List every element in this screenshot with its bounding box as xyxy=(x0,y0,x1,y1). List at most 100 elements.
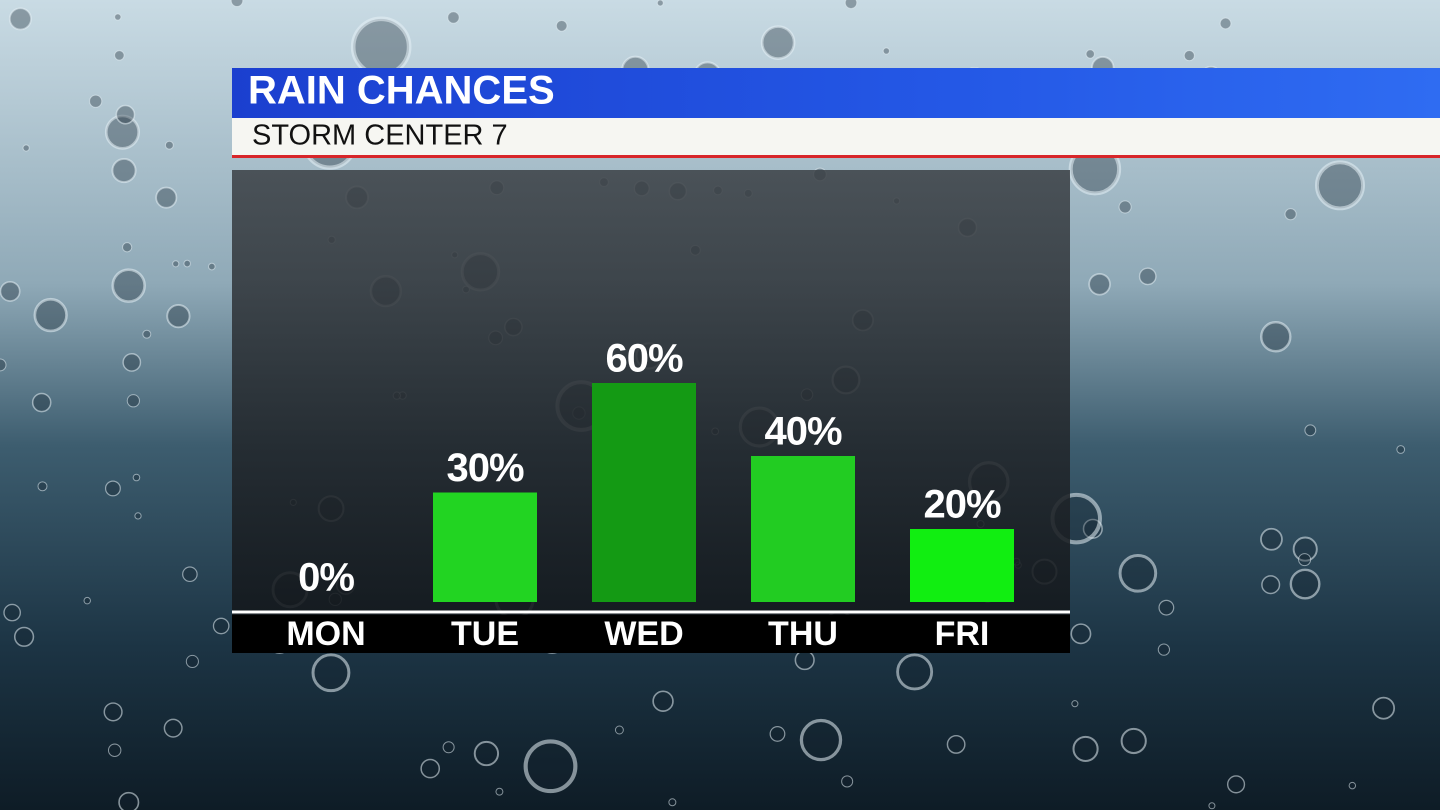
raindrop xyxy=(114,13,122,21)
raindrop xyxy=(760,25,796,60)
value-label: 60% xyxy=(605,337,682,381)
raindrop xyxy=(841,775,854,788)
raindrop xyxy=(1260,527,1283,551)
title-bar xyxy=(232,68,1440,118)
raindrop xyxy=(1070,623,1092,645)
raindrop xyxy=(103,702,123,722)
raindrop xyxy=(311,653,351,693)
bar xyxy=(433,492,537,602)
raindrop xyxy=(420,758,441,779)
raindrop xyxy=(1219,17,1232,30)
raindrop xyxy=(230,0,244,8)
raindrop xyxy=(118,791,140,810)
bar xyxy=(910,529,1014,602)
raindrop xyxy=(1372,696,1396,720)
value-label: 0% xyxy=(298,556,354,600)
raindrop xyxy=(1088,272,1111,296)
raindrop xyxy=(1260,320,1292,353)
raindrop xyxy=(132,473,141,482)
raindrop xyxy=(212,617,230,635)
raindrop xyxy=(1158,599,1175,616)
raindrop xyxy=(1157,643,1171,656)
raindrop xyxy=(656,0,664,7)
raindrop xyxy=(172,260,180,268)
raindrop xyxy=(83,596,91,605)
raindrop xyxy=(1120,727,1147,755)
raindrop xyxy=(1396,445,1406,454)
x-tick-label: FRI xyxy=(935,615,990,653)
raindrop xyxy=(1261,575,1281,595)
raindrop xyxy=(1298,553,1312,567)
raindrop xyxy=(13,626,35,647)
raindrop xyxy=(1304,424,1317,437)
chart-subtitle: STORM CENTER 7 xyxy=(252,120,508,152)
raindrop xyxy=(164,140,174,150)
raindrop xyxy=(350,16,412,78)
accent-line xyxy=(232,155,1440,158)
chart-title: RAIN CHANCES xyxy=(248,69,555,113)
category-strip xyxy=(232,615,1070,653)
raindrop xyxy=(523,739,578,794)
x-tick-label: TUE xyxy=(451,615,519,653)
raindrop xyxy=(163,718,183,738)
raindrop xyxy=(844,0,858,10)
raindrop xyxy=(794,649,815,671)
x-tick-label: WED xyxy=(604,615,683,653)
raindrop xyxy=(0,280,21,302)
raindrop xyxy=(122,242,133,253)
raindrop xyxy=(107,743,122,757)
raindrop xyxy=(442,741,455,754)
raindrop xyxy=(946,734,966,754)
raindrop xyxy=(8,7,32,31)
raindrop xyxy=(0,358,7,372)
raindrop xyxy=(668,798,677,807)
raindrop xyxy=(495,787,504,796)
x-tick-label: MON xyxy=(286,615,365,653)
raindrop xyxy=(22,144,30,152)
value-label: 40% xyxy=(764,410,841,454)
raindrop xyxy=(1085,49,1095,59)
raindrop xyxy=(182,566,198,583)
bar xyxy=(751,456,855,602)
raindrop xyxy=(104,480,121,497)
raindrop xyxy=(89,94,103,108)
raindrop xyxy=(155,186,178,209)
raindrop xyxy=(473,740,500,767)
subtitle-bar xyxy=(232,118,1440,155)
raindrop xyxy=(31,392,52,413)
raindrop xyxy=(1289,568,1321,600)
raindrop xyxy=(208,262,216,271)
raindrop xyxy=(1118,554,1158,593)
raindrop xyxy=(134,512,142,520)
value-label: 30% xyxy=(446,446,523,490)
raindrop xyxy=(104,114,141,150)
raindrop xyxy=(166,303,191,329)
raindrop xyxy=(126,394,140,408)
bar xyxy=(592,383,696,602)
raindrop xyxy=(447,11,460,24)
raindrop xyxy=(652,690,674,712)
raindrop xyxy=(1284,208,1297,221)
raindrop xyxy=(115,104,136,125)
raindrop xyxy=(37,481,48,492)
raindrop xyxy=(1183,49,1195,62)
raindrop xyxy=(1226,775,1246,794)
raindrop xyxy=(185,654,199,669)
raindrop xyxy=(1071,700,1079,708)
raindrop xyxy=(1315,160,1365,211)
raindrop xyxy=(111,157,137,184)
raindrop xyxy=(769,725,786,742)
raindrop xyxy=(799,718,843,762)
raindrop xyxy=(183,259,191,268)
raindrop xyxy=(33,297,68,333)
raindrop xyxy=(614,725,624,735)
raindrop xyxy=(1118,200,1132,214)
x-tick-label: THU xyxy=(768,615,838,653)
value-label: 20% xyxy=(923,483,1000,527)
raindrop xyxy=(111,268,146,303)
raindrop xyxy=(882,47,890,55)
raindrop xyxy=(142,329,152,339)
raindrop xyxy=(1292,536,1318,562)
raindrop xyxy=(122,353,142,372)
